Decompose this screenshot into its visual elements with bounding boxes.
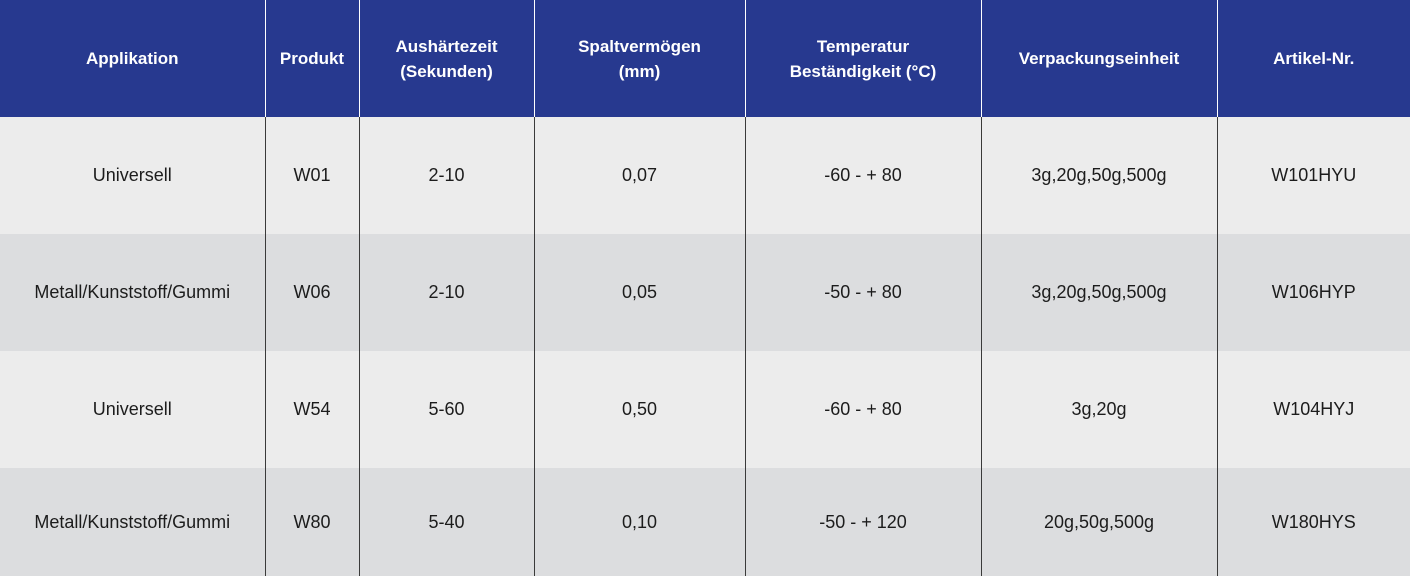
cell-temperatur: -60 - + 80 [744, 117, 981, 234]
cell-temperatur: -50 - + 80 [744, 234, 981, 351]
cell-spaltvermoegen: 0,10 [533, 468, 745, 576]
header-artikel-nr: Artikel-Nr. [1216, 0, 1410, 117]
cell-applikation: Universell [0, 117, 265, 234]
cell-verpackungseinheit: 20g,50g,500g [980, 468, 1217, 576]
cell-applikation: Metall/Kunststoff/Gummi [0, 234, 265, 351]
cell-aushaertezeit: 2-10 [358, 234, 534, 351]
cell-produkt: W54 [264, 351, 359, 468]
header-verpackungseinheit: Verpackungseinheit [980, 0, 1217, 117]
cell-verpackungseinheit: 3g,20g,50g,500g [980, 117, 1217, 234]
cell-applikation: Universell [0, 351, 265, 468]
cell-artikel-nr: W104HYJ [1216, 351, 1410, 468]
cell-produkt: W80 [264, 468, 359, 576]
header-applikation: Applikation [0, 0, 265, 117]
cell-temperatur: -50 - + 120 [744, 468, 981, 576]
table-row: Universell W01 2-10 0,07 -60 - + 80 3g,2… [0, 117, 1410, 234]
cell-spaltvermoegen: 0,07 [533, 117, 745, 234]
cell-verpackungseinheit: 3g,20g [980, 351, 1217, 468]
cell-spaltvermoegen: 0,05 [533, 234, 745, 351]
header-temperatur: Temperatur Beständigkeit (°C) [744, 0, 981, 117]
cell-aushaertezeit: 5-40 [358, 468, 534, 576]
cell-produkt: W06 [264, 234, 359, 351]
header-aushaertezeit: Aushärtezeit (Sekunden) [358, 0, 534, 117]
header-spaltvermoegen: Spaltvermögen (mm) [533, 0, 745, 117]
table-row: Universell W54 5-60 0,50 -60 - + 80 3g,2… [0, 351, 1410, 468]
cell-aushaertezeit: 5-60 [358, 351, 534, 468]
cell-artikel-nr: W101HYU [1216, 117, 1410, 234]
cell-aushaertezeit: 2-10 [358, 117, 534, 234]
cell-temperatur: -60 - + 80 [744, 351, 981, 468]
cell-artikel-nr: W180HYS [1216, 468, 1410, 576]
header-produkt: Produkt [264, 0, 359, 117]
table-row: Metall/Kunststoff/Gummi W06 2-10 0,05 -5… [0, 234, 1410, 351]
cell-verpackungseinheit: 3g,20g,50g,500g [980, 234, 1217, 351]
table-row: Metall/Kunststoff/Gummi W80 5-40 0,10 -5… [0, 468, 1410, 576]
cell-artikel-nr: W106HYP [1216, 234, 1410, 351]
cell-produkt: W01 [264, 117, 359, 234]
table-header-row: Applikation Produkt Aushärtezeit (Sekund… [0, 0, 1410, 117]
cell-spaltvermoegen: 0,50 [533, 351, 745, 468]
cell-applikation: Metall/Kunststoff/Gummi [0, 468, 265, 576]
